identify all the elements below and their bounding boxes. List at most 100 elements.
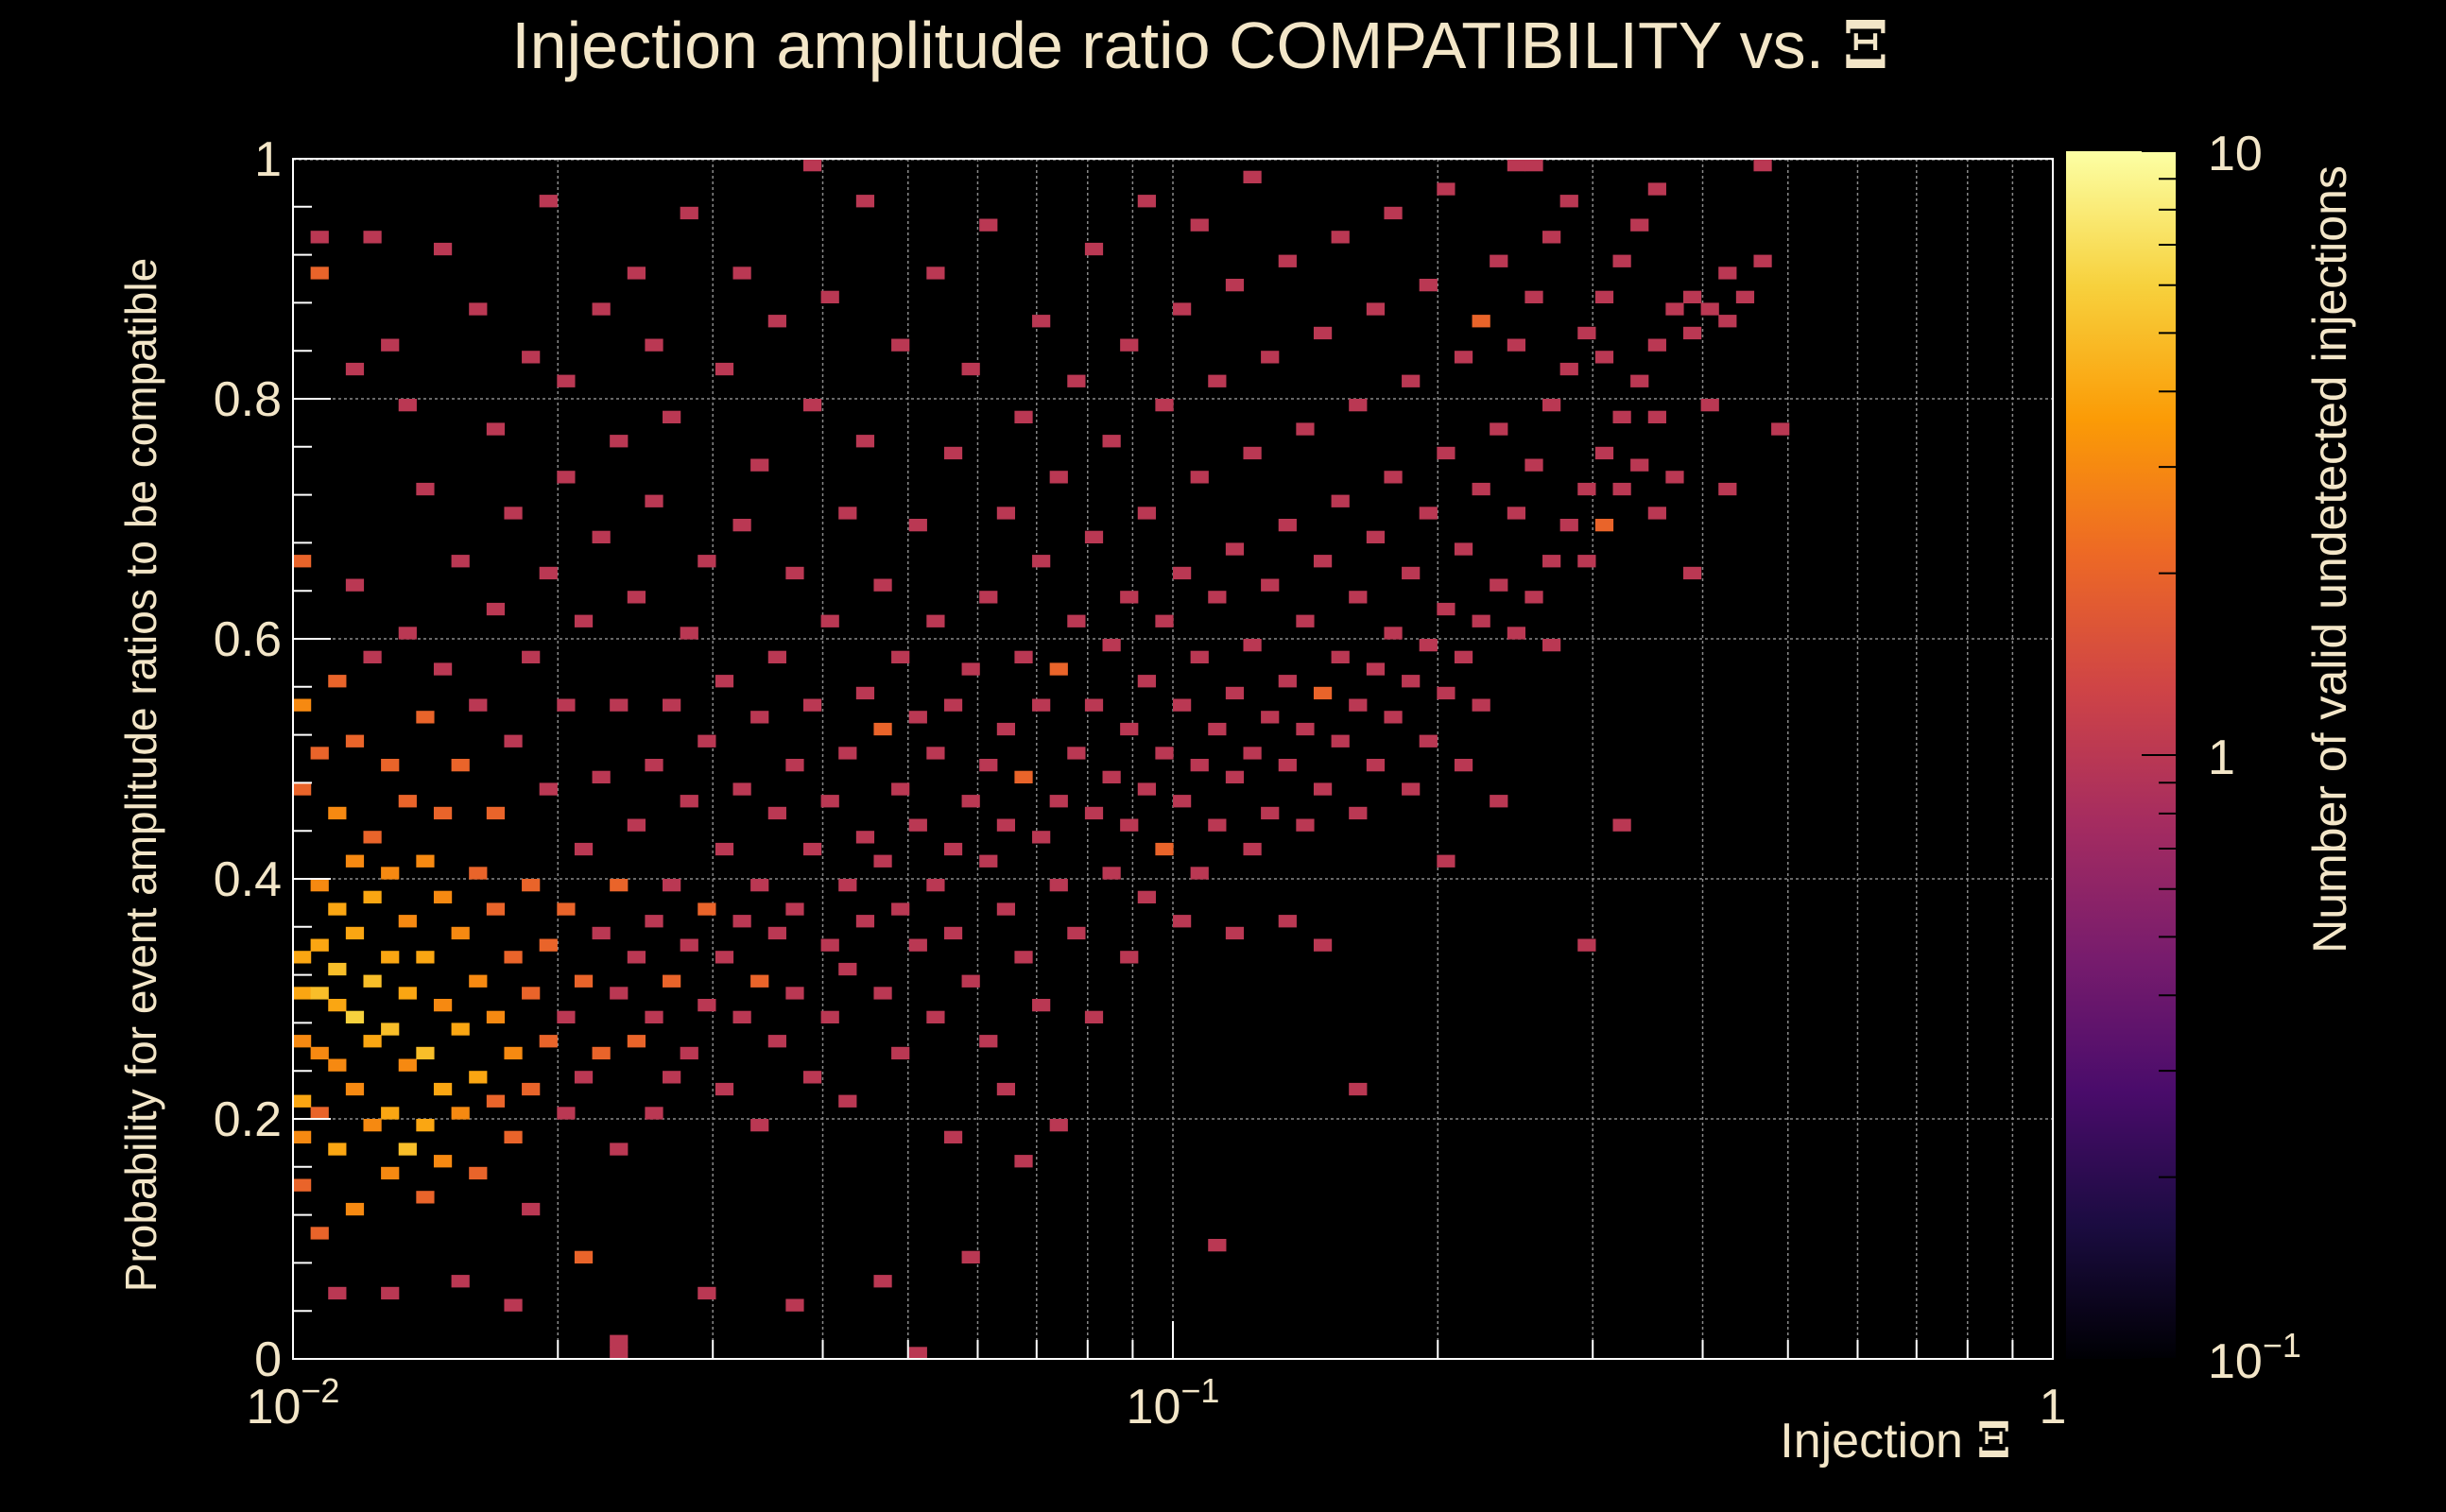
heatmap-cells (293, 159, 1790, 1360)
heatmap-cell (1173, 698, 1192, 712)
heatmap-cell (838, 879, 857, 892)
heatmap-cell (381, 867, 400, 880)
heatmap-cell (1349, 698, 1368, 712)
heatmap-cell (1402, 566, 1421, 580)
heatmap-cell (345, 1010, 365, 1023)
heatmap-cell (610, 1334, 629, 1348)
heatmap-cell (469, 1166, 488, 1180)
heatmap-cell (486, 902, 506, 916)
heatmap-cell (926, 879, 945, 892)
heatmap-cell (592, 926, 611, 940)
heatmap-cell (539, 938, 558, 952)
heatmap-cell (1647, 182, 1666, 196)
heatmap-cell (1384, 627, 1403, 640)
heatmap-cell (1331, 650, 1350, 663)
heatmap-cell (820, 1010, 839, 1023)
heatmap-cell (1190, 471, 1209, 484)
heatmap-cell (1507, 627, 1525, 640)
y-tick-label: 1 (254, 132, 282, 187)
heatmap-cell (802, 399, 822, 412)
heatmap-cell (1594, 290, 1614, 303)
heatmap-cell (1120, 722, 1139, 736)
heatmap-cell (293, 555, 312, 568)
heatmap-cell (1559, 195, 1578, 208)
heatmap-cell (328, 962, 347, 976)
heatmap-cell (979, 759, 998, 772)
heatmap-cell (698, 999, 716, 1012)
heatmap-cell (416, 951, 435, 964)
heatmap-cell (504, 734, 523, 747)
heatmap-cell (1032, 831, 1051, 844)
heatmap-cell (433, 1082, 453, 1096)
heatmap-cell (1049, 795, 1068, 808)
heatmap-cell (363, 231, 382, 244)
heatmap-cell (627, 951, 646, 964)
heatmap-cell (943, 842, 963, 856)
heatmap-cell (1173, 566, 1192, 580)
color-scale-ticks: 10 1 10−1 (2142, 127, 2301, 1389)
heatmap-cell (1225, 770, 1245, 783)
heatmap-cell (1278, 519, 1297, 532)
heatmap-cell (802, 698, 822, 712)
heatmap-cell (1612, 818, 1631, 832)
heatmap-cell (610, 1143, 629, 1156)
heatmap-cell (328, 806, 347, 820)
heatmap-cell (1261, 351, 1280, 364)
plot-area: 10−2 10−1 1 0 0.2 0.4 0.6 0.8 1 (214, 132, 2067, 1435)
heatmap-cell (1647, 338, 1666, 352)
heatmap-cell (381, 759, 400, 772)
heatmap-cell (522, 650, 541, 663)
heatmap-cell (1437, 446, 1456, 460)
heatmap-cell (820, 290, 839, 303)
heatmap-cell (873, 987, 892, 1000)
heatmap-cell (1437, 854, 1456, 868)
heatmap-cell (293, 987, 312, 1000)
heatmap-cell (345, 926, 365, 940)
heatmap-cell (310, 879, 329, 892)
heatmap-cell (785, 902, 804, 916)
heatmap-cell (663, 974, 681, 988)
heatmap-cell (908, 938, 927, 952)
heatmap-cell (1753, 254, 1772, 267)
heatmap-cell (979, 591, 998, 604)
heatmap-cell (1155, 399, 1174, 412)
heatmap-cell (328, 1058, 347, 1072)
heatmap-cell (1594, 446, 1614, 460)
heatmap-cell (1542, 231, 1561, 244)
heatmap-cell (1402, 675, 1421, 688)
heatmap-cell (961, 1250, 980, 1263)
heatmap-cell (310, 747, 329, 760)
heatmap-cell (1173, 795, 1192, 808)
heatmap-cell (433, 890, 453, 903)
heatmap-cell (310, 1107, 329, 1120)
heatmap-cell (1296, 818, 1315, 832)
heatmap-cell (680, 627, 698, 640)
heatmap-cell (574, 614, 594, 627)
heatmap-cell (451, 1275, 470, 1288)
heatmap-cell (891, 902, 910, 916)
heatmap-cell (363, 831, 382, 844)
heatmap-cell (522, 1082, 541, 1096)
heatmap-cell (1559, 362, 1578, 376)
x-tick-label: 1 (2040, 1380, 2067, 1435)
heatmap-cell (767, 650, 786, 663)
heatmap-cell (1190, 650, 1209, 663)
heatmap-cell (663, 410, 681, 423)
heatmap-cell (750, 711, 769, 724)
heatmap-cell (698, 555, 716, 568)
heatmap-cell (451, 759, 470, 772)
heatmap-cell (1454, 759, 1473, 772)
heatmap-cell (310, 938, 329, 952)
heatmap-cell (1278, 675, 1297, 688)
heatmap-cell (1261, 806, 1280, 820)
x-tick-label: 10−1 (1127, 1371, 1220, 1435)
heatmap-cell (750, 879, 769, 892)
heatmap-cell (1243, 747, 1262, 760)
heatmap-cell (1402, 374, 1421, 387)
heatmap-cell (1296, 722, 1315, 736)
heatmap-cell (1173, 302, 1192, 316)
heatmap-cell (610, 698, 629, 712)
heatmap-cell (610, 1347, 629, 1360)
heatmap-cell (785, 566, 804, 580)
heatmap-cell (767, 315, 786, 328)
